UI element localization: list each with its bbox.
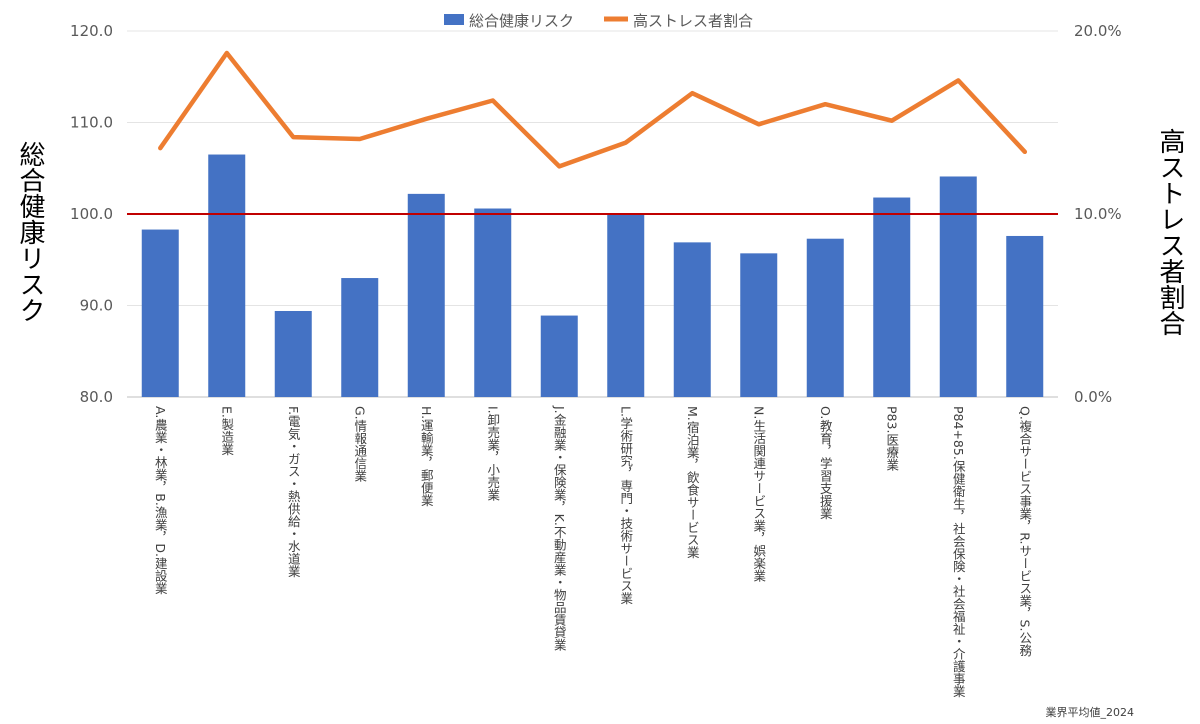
bar <box>1006 235 1044 397</box>
category-label: H.運輸業，郵便業 <box>419 406 434 507</box>
bar <box>341 278 379 397</box>
category-label: P83.医療業 <box>884 406 899 471</box>
category-label: J.金融業・保険業，K.不動産業・物品賃貸業 <box>552 405 567 651</box>
left-tick-label: 110.0 <box>70 114 113 132</box>
bar <box>873 197 911 397</box>
right-axis-title: 高ストレス者割合 <box>1155 128 1185 336</box>
left-axis-title: 総合健康リスク <box>15 141 45 323</box>
category-label: P84+85.保健衛生，社会保険・社会福祉・介護事業 <box>951 406 966 697</box>
right-tick-label: 10.0% <box>1074 205 1122 223</box>
bar <box>141 229 179 397</box>
bar <box>673 242 711 397</box>
left-tick-label: 100.0 <box>70 205 113 223</box>
category-label: I.卸売業，小売業 <box>485 406 500 501</box>
bar <box>407 193 445 397</box>
category-label: N.生活関連サービス業，娯楽業 <box>751 406 766 582</box>
line-series <box>158 50 1028 169</box>
category-label: F.電気・ガス・熱供給・水道業 <box>286 406 301 578</box>
category-label: A.農業・林業，B.漁業，D.建設業 <box>153 406 168 594</box>
legend-label-line: 高ストレス者割合 <box>633 12 753 30</box>
left-axis-ticks: 80.0 90.0 100.0 110.0 120.0 <box>70 22 113 406</box>
category-label: E.製造業 <box>219 406 234 455</box>
legend: 総合健康リスク 高ストレス者割合 <box>444 12 753 30</box>
category-label: O.教育，学習支援業 <box>818 406 833 519</box>
bar <box>540 315 578 397</box>
bar <box>740 253 778 397</box>
right-axis-ticks: 0.0% 10.0% 20.0% <box>1074 22 1122 406</box>
legend-label-bar: 総合健康リスク <box>469 12 574 30</box>
bar <box>806 238 844 397</box>
category-labels: A.農業・林業，B.漁業，D.建設業 E.製造業 F.電気・ガス・熱供給・水道業 G.… <box>153 405 1033 697</box>
category-label: G.情報通信業 <box>352 406 367 482</box>
left-tick-label: 80.0 <box>80 388 113 406</box>
category-label: M.宿泊業，飲食サービス業 <box>685 406 700 558</box>
footnote: 業界平均値_2024 <box>1046 706 1135 719</box>
series-line <box>158 50 1028 169</box>
legend-swatch-bar <box>444 14 464 25</box>
bar <box>474 208 512 397</box>
bar <box>208 154 246 397</box>
bar <box>274 310 312 397</box>
right-tick-label: 20.0% <box>1074 22 1122 40</box>
bar-series <box>141 154 1044 397</box>
category-label: Q.複合サービス事業，R.サービス業，S.公務 <box>1017 406 1032 657</box>
left-tick-label: 120.0 <box>70 22 113 40</box>
bar <box>607 214 645 397</box>
left-tick-label: 90.0 <box>80 297 113 315</box>
category-label: L.学術研究，専門・技術サービス業 <box>618 406 633 604</box>
right-tick-label: 0.0% <box>1074 388 1112 406</box>
bar <box>939 176 977 397</box>
